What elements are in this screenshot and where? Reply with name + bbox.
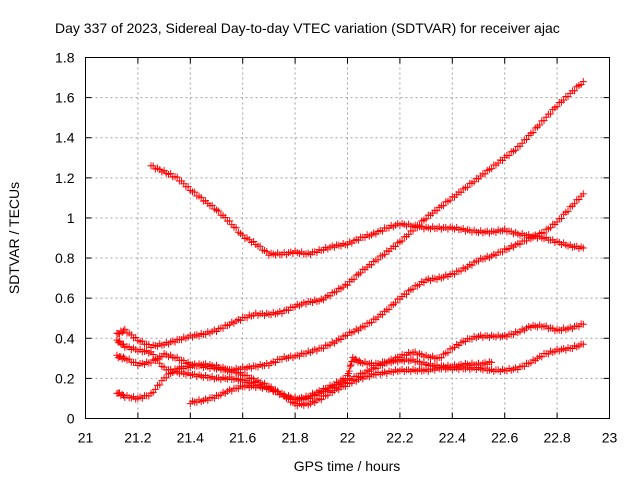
- x-tick-label: 21.4: [177, 430, 204, 446]
- x-tick-label: 21: [78, 430, 94, 446]
- x-tick-labels: 21 21.2 21.4 21.6 21.8 22 22.2 22.4 22.6 22.8 23: [78, 430, 618, 446]
- x-axis-label: GPS time / hours: [294, 458, 401, 474]
- data-point: [191, 188, 199, 196]
- data-point: [156, 381, 164, 389]
- data-point: [488, 165, 496, 173]
- data-point: [263, 248, 271, 256]
- data-point: [579, 340, 587, 348]
- data-point: [560, 96, 568, 104]
- series-5: [113, 340, 587, 410]
- y-tick-label: 0.8: [55, 250, 75, 266]
- series-3: [113, 190, 587, 375]
- data-point: [344, 281, 351, 289]
- y-tick-label: 0.4: [55, 330, 75, 346]
- x-tick-label: 21.8: [281, 430, 308, 446]
- data-point: [121, 325, 129, 333]
- data-point: [405, 230, 413, 238]
- data-point: [481, 170, 489, 178]
- data-point: [119, 353, 127, 361]
- data-point: [464, 183, 472, 191]
- data-point: [553, 103, 561, 111]
- data-point: [579, 244, 587, 252]
- data-points: [113, 78, 587, 410]
- data-point: [409, 285, 417, 293]
- axis-ticks: [85, 57, 610, 419]
- data-point: [547, 110, 555, 118]
- data-point: [151, 385, 159, 393]
- data-point: [437, 354, 445, 362]
- x-tick-label: 22.4: [439, 430, 466, 446]
- y-tick-labels: 0 0.2 0.4 0.6 0.8 1 1.2 1.4 1.6 1.8: [55, 50, 75, 427]
- data-point: [529, 128, 537, 136]
- data-point: [208, 201, 216, 209]
- data-point: [169, 368, 177, 376]
- x-tick-label: 21.2: [124, 430, 151, 446]
- data-point: [374, 256, 382, 264]
- data-point: [571, 87, 579, 95]
- data-point: [154, 355, 162, 363]
- x-tick-label: 23: [602, 430, 618, 446]
- data-point: [579, 78, 587, 86]
- data-point: [402, 290, 410, 298]
- y-tick-label: 1.2: [55, 170, 75, 186]
- data-point: [345, 367, 353, 375]
- data-point: [215, 207, 223, 215]
- data-point: [385, 305, 393, 313]
- data-point: [392, 299, 400, 307]
- data-point: [512, 146, 520, 154]
- data-point: [518, 139, 526, 147]
- data-point: [256, 242, 264, 250]
- data-point: [523, 136, 531, 144]
- data-point: [579, 190, 587, 198]
- data-point: [457, 188, 465, 196]
- data-point: [505, 152, 513, 160]
- data-point: [398, 237, 406, 245]
- y-tick-label: 1.8: [55, 50, 75, 66]
- data-point: [579, 320, 587, 328]
- series-2: [113, 78, 587, 352]
- x-tick-label: 22: [340, 430, 356, 446]
- data-point: [346, 362, 354, 370]
- data-point: [173, 173, 181, 181]
- y-tick-label: 1.6: [55, 90, 75, 106]
- y-axis-label: SDTVAR / TECUs: [6, 182, 22, 294]
- y-tick-label: 0.2: [55, 370, 75, 386]
- data-point: [440, 202, 448, 210]
- chart-title: Day 337 of 2023, Sidereal Day-to-day VTE…: [55, 20, 560, 36]
- data-point: [547, 224, 555, 232]
- data-point: [571, 200, 579, 208]
- series-6: [186, 353, 496, 408]
- data-point: [350, 275, 358, 283]
- x-tick-label: 21.6: [229, 430, 256, 446]
- data-point: [557, 214, 565, 222]
- data-point: [357, 269, 365, 277]
- data-point: [422, 215, 430, 223]
- x-tick-label: 22.8: [543, 430, 570, 446]
- y-tick-label: 0: [67, 411, 75, 427]
- y-tick-label: 0.6: [55, 290, 75, 306]
- data-point: [536, 121, 544, 129]
- data-point: [226, 217, 234, 225]
- data-point: [162, 374, 170, 382]
- data-point: [446, 196, 454, 204]
- x-tick-label: 22.6: [491, 430, 518, 446]
- data-point: [416, 221, 424, 229]
- plot-frame: [85, 57, 610, 419]
- y-tick-label: 1: [67, 210, 75, 226]
- data-point: [232, 224, 240, 232]
- x-tick-label: 22.2: [386, 430, 413, 446]
- data-point: [540, 229, 548, 237]
- data-point: [347, 361, 355, 369]
- data-point: [149, 350, 157, 358]
- data-point: [184, 183, 192, 191]
- data-point: [564, 207, 572, 215]
- y-tick-label: 1.4: [55, 130, 75, 146]
- data-point: [444, 349, 452, 357]
- data-point: [488, 358, 496, 366]
- data-point: [221, 214, 229, 222]
- data-point: [392, 243, 400, 251]
